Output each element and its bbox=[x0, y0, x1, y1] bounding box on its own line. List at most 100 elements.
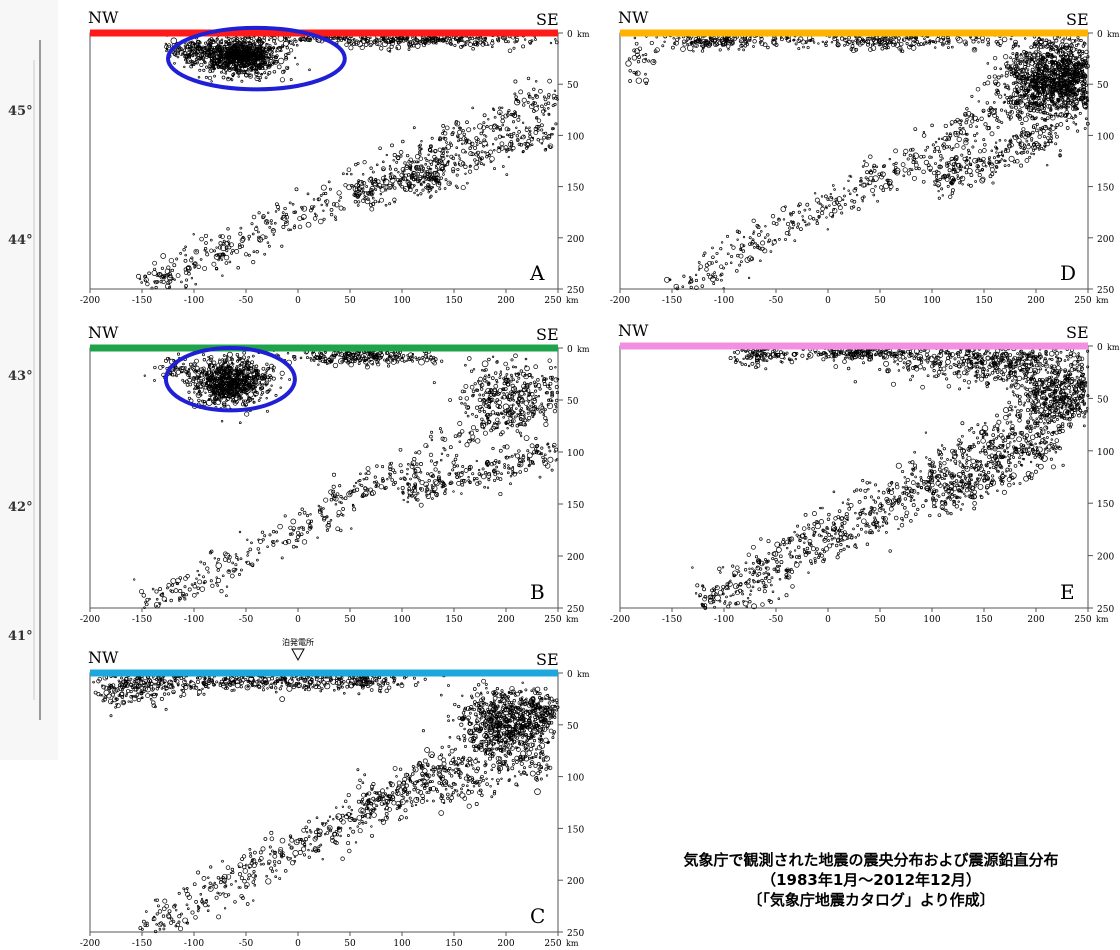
hypocenter-point bbox=[183, 53, 186, 57]
hypocenter-point bbox=[523, 38, 527, 41]
panel-A: NW SEA-200 -150 -100 -50 0 50 100 150 200 250 km0 km… bbox=[80, 8, 590, 306]
x-tick-label: 50 bbox=[344, 296, 356, 306]
hypocenter-point bbox=[215, 46, 219, 50]
hypocenter-point bbox=[266, 56, 270, 60]
hypocenter-point bbox=[407, 47, 411, 51]
hypocenter-point bbox=[187, 48, 191, 52]
hypocenter-point bbox=[213, 67, 217, 70]
x-tick-label: 100 bbox=[393, 296, 410, 306]
hypocenter-point bbox=[459, 44, 464, 49]
hypocenter-point bbox=[191, 53, 195, 58]
hypocenter-point bbox=[233, 49, 236, 53]
hypocenter-point bbox=[476, 41, 479, 45]
hypocenter-point bbox=[265, 43, 270, 48]
hypocenter-point bbox=[252, 53, 255, 57]
hypocenter-point bbox=[220, 52, 224, 55]
hypocenter-point bbox=[477, 36, 483, 42]
hypocenter-point bbox=[198, 41, 202, 45]
hypocenter-point bbox=[406, 37, 409, 41]
hypocenter-point bbox=[213, 39, 216, 42]
hypocenter-point bbox=[208, 52, 211, 56]
hypocenter-point bbox=[245, 50, 251, 56]
hypocenter-point bbox=[213, 74, 217, 78]
hypocenter-point bbox=[245, 48, 249, 52]
hypocenter-point bbox=[464, 42, 468, 46]
hypocenter-point bbox=[421, 42, 427, 48]
x-tick-label: -200 bbox=[80, 296, 100, 306]
hypocenter-point bbox=[208, 66, 211, 70]
hypocenter-point bbox=[463, 40, 467, 44]
hypocenter-point bbox=[186, 59, 190, 63]
hypocenter-point bbox=[230, 46, 234, 50]
hypocenter-point bbox=[207, 43, 211, 47]
hypocenter-point bbox=[199, 62, 204, 67]
hypocenter-point bbox=[268, 46, 274, 52]
hypocenter-point bbox=[359, 44, 365, 51]
hypocenter-point bbox=[226, 76, 230, 80]
hypocenter-point bbox=[242, 41, 245, 45]
hypocenter-point bbox=[192, 50, 197, 55]
hypocenter-point bbox=[285, 65, 290, 70]
direction-label-nw: NW bbox=[88, 323, 119, 342]
y-unit-label: km bbox=[577, 345, 590, 354]
y-tick-label: 150 bbox=[567, 184, 584, 194]
hypocenter-point bbox=[249, 54, 254, 59]
hypocenter-point bbox=[249, 50, 253, 54]
hypocenter-point bbox=[284, 55, 288, 60]
panel-label: B bbox=[530, 580, 545, 604]
hypocenter-point bbox=[272, 69, 277, 74]
hypocenter-point bbox=[214, 40, 218, 44]
hypocenter-point bbox=[281, 44, 284, 48]
hypocenter-point bbox=[368, 42, 373, 48]
hypocenter-point bbox=[245, 53, 249, 57]
hypocenter-point bbox=[210, 80, 213, 83]
hypocenter-point bbox=[234, 59, 239, 64]
hypocenter-point bbox=[259, 58, 266, 65]
hypocenter-point bbox=[215, 62, 220, 67]
hypocenter-point bbox=[235, 39, 240, 43]
hypocenter-point bbox=[197, 75, 201, 79]
hypocenter-point bbox=[189, 46, 192, 50]
direction-label-nw: NW bbox=[88, 8, 119, 27]
hypocenter-point bbox=[244, 57, 247, 60]
hypocenter-point bbox=[210, 68, 215, 73]
hypocenter-point bbox=[259, 55, 264, 59]
hypocenter-point bbox=[435, 41, 438, 45]
hypocenter-point bbox=[252, 49, 256, 53]
hypocenter-point bbox=[239, 69, 243, 72]
y-tick-label: 250 bbox=[567, 286, 584, 296]
hypocenter-point bbox=[185, 51, 192, 57]
hypocenter-point bbox=[248, 41, 253, 46]
hypocenter-point bbox=[214, 53, 220, 59]
hypocenter-point bbox=[244, 54, 248, 58]
hypocenter-point bbox=[250, 36, 254, 40]
hypocenter-point bbox=[219, 48, 223, 51]
hypocenter-point bbox=[264, 76, 268, 80]
hypocenter-point bbox=[254, 75, 260, 82]
hypocenter-point bbox=[257, 71, 260, 75]
hypocenter-point bbox=[471, 47, 475, 51]
hypocenter-point bbox=[241, 45, 247, 50]
hypocenter-point bbox=[204, 75, 208, 79]
hypocenter-point bbox=[272, 46, 276, 50]
hypocenter-point bbox=[234, 65, 238, 69]
hypocenter-point bbox=[210, 45, 213, 48]
hypocenter-point bbox=[276, 46, 280, 50]
hypocenter-point bbox=[193, 60, 197, 65]
hypocenter-point bbox=[260, 66, 265, 71]
hypocenter-point bbox=[208, 69, 213, 74]
hypocenter-point bbox=[194, 57, 198, 61]
hypocenter-point bbox=[223, 60, 226, 64]
hypocenter-point bbox=[237, 53, 240, 56]
hypocenter-point bbox=[252, 39, 255, 43]
panel-frame bbox=[89, 32, 559, 290]
y-tick-label: 100 bbox=[567, 449, 584, 459]
hypocenter-point bbox=[229, 51, 233, 55]
latitude-label-42: 42° bbox=[8, 500, 33, 515]
hypocenter-point bbox=[210, 60, 214, 64]
hypocenter-point bbox=[227, 62, 231, 66]
x-tick-label: 150 bbox=[445, 296, 462, 306]
hypocenter-point bbox=[175, 49, 178, 52]
panel-B: NW SEB-200 -150 -100 -50 0 50 100 150 200 250 km0 km… bbox=[80, 323, 590, 625]
